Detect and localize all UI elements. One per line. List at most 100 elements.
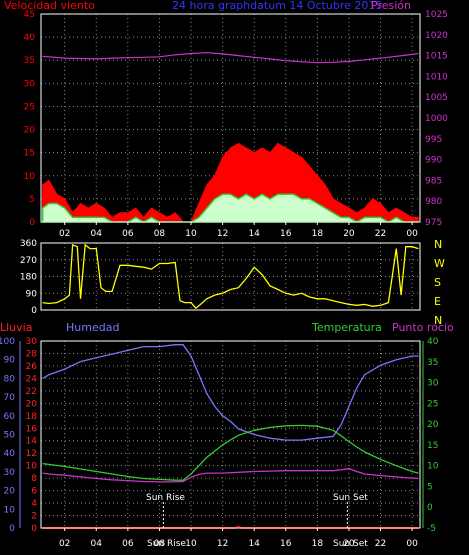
sun-set-bottom-label: Sun Set [333,539,368,549]
y-tick-label: 180 [20,273,37,283]
y-left-tick-label: 0 [29,218,35,228]
wind-average-series [41,193,419,223]
rain-tick-label: 20 [26,399,38,409]
x-tick-label: 16 [280,539,292,549]
wind-gust-series [42,142,419,223]
temperature-label: Temperatura [311,321,382,334]
panel-frame [40,340,421,529]
humidity-tick-label: 50 [4,431,16,441]
temperature-tick-label: 5 [427,482,433,492]
rain-tick-label: 14 [26,437,38,447]
temperature-tick-label: 20 [427,420,439,430]
temperature-tick-label: 35 [427,358,438,368]
humidity-tick-label: 80 [4,374,16,384]
x-tick-label: 10 [185,539,197,549]
y-left-tick-label: 10 [24,172,36,182]
x-tick-label: 08 [154,229,166,239]
pressure-label: Presión [371,0,411,12]
y-left-tick-label: 20 [24,126,36,136]
y-left-tick-label: 45 [24,10,35,20]
sun-rise-label: Sun Rise [146,493,185,503]
rain-tick-label: 24 [26,374,38,384]
rain-tick-label: 26 [26,362,38,372]
y-right-tick-label: 1025 [425,10,448,20]
humidity-tick-label: 60 [4,412,16,422]
sun-set-label: Sun Set [333,493,368,503]
x-tick-label: 16 [280,229,292,239]
compass-w: W [434,257,445,270]
rain-tick-label: 2 [31,512,37,522]
y-left-tick-label: 35 [24,56,35,66]
humidity-tick-label: 20 [4,487,16,497]
temperature-tick-label: 40 [427,337,439,347]
rain-tick-label: 16 [26,424,38,434]
y-left-tick-label: 25 [24,102,35,112]
x-tick-label: 20 [343,539,355,549]
y-tick-label: 90 [26,289,38,299]
y-right-tick-label: 975 [425,218,442,228]
humidity-label: Humedad [66,321,119,334]
dewpoint-series [42,467,419,483]
y-right-tick-label: 1000 [425,114,448,124]
x-tick-label: 04 [91,539,103,549]
rain-tick-label: 30 [26,337,38,347]
x-tick-label: 12 [217,229,228,239]
temperature-tick-label: 10 [427,462,439,472]
rain-label: Lluvia [0,321,32,334]
humidity-tick-label: 40 [4,449,16,459]
humidity-tick-label: 70 [4,393,16,403]
wind-direction-panel: 0 90 180 270 360 [20,239,421,316]
y-left-tick-label: 5 [29,195,35,205]
rain-tick-label: 6 [31,487,37,497]
rain-tick-label: 4 [31,499,37,509]
x-tick-label: 02 [59,229,70,239]
x-tick-label: 00 [406,229,418,239]
x-tick-label: 20 [343,229,355,239]
pressure-series [42,52,419,64]
y-tick-label: 270 [20,256,37,266]
humidity-tick-label: 0 [9,524,15,534]
y-right-tick-label: 980 [425,197,442,207]
panel-frame [40,13,421,223]
y-right-tick-label: 990 [425,156,442,166]
wind-pressure-panel: 0510152025303540459759809859909951000100… [24,10,449,239]
y-right-tick-label: 1020 [425,31,448,41]
rain-tick-label: 28 [26,349,38,359]
compass-s: S [434,276,441,289]
temperature-tick-label: 30 [427,379,439,389]
wind-speed-label: Velocidad viento [4,0,95,12]
humidity-tick-label: 30 [4,468,16,478]
x-tick-label: 06 [122,539,134,549]
x-tick-label: 22 [375,229,386,239]
y-right-tick-label: 1015 [425,52,448,62]
dewpoint-label: Punto rocío [392,321,454,334]
panel-frame [40,242,421,311]
compass-n-top: N [434,238,442,251]
humidity-series [42,344,419,441]
x-tick-label: 02 [59,539,70,549]
temperature-tick-label: 15 [427,441,438,451]
chart-title: 24 hora graphdatum 14 Octubre 2015 [172,0,382,12]
rain-tick-label: 8 [31,474,37,484]
temperature-series [42,424,419,481]
y-right-tick-label: 1010 [425,72,448,82]
rain-tick-label: 0 [31,524,37,534]
y-tick-label: 0 [31,306,37,316]
y-right-tick-label: 995 [425,135,442,145]
y-left-tick-label: 30 [24,79,36,89]
x-tick-label: 06 [122,229,134,239]
humidity-tick-label: 10 [4,505,16,515]
humidity-tick-label: 100 [0,337,15,347]
x-tick-label: 04 [91,229,103,239]
temperature-tick-label: 25 [427,399,438,409]
rain-tick-label: 10 [26,462,38,472]
y-left-tick-label: 15 [24,149,35,159]
compass-e: E [434,295,441,308]
y-tick-label: 360 [20,239,37,249]
x-tick-label: 08 [154,539,166,549]
x-tick-label: 14 [248,539,260,549]
compass-n-bottom: N [434,314,442,327]
wind-direction-series [42,243,419,309]
rain-tick-label: 18 [26,412,38,422]
